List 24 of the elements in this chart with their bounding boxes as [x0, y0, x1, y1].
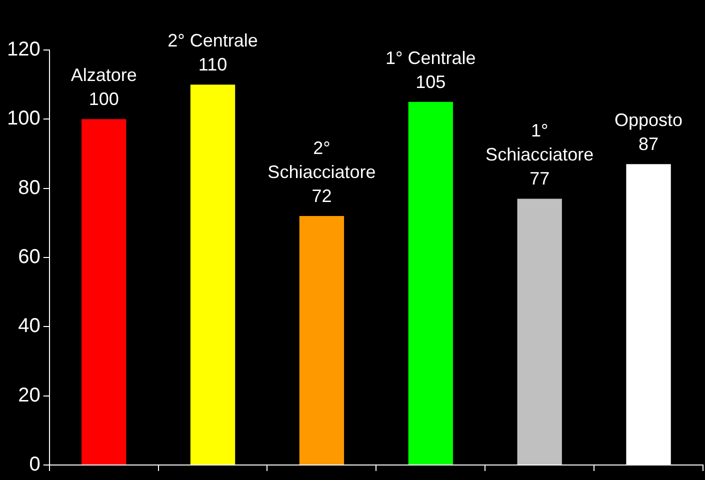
y-tick-label: 40 — [18, 315, 40, 338]
bar — [190, 84, 236, 464]
y-tick-label: 100 — [6, 108, 40, 130]
data-label: 100 — [88, 89, 119, 110]
x-tick-label: Alzatore — [70, 65, 137, 86]
x-tick-label: Opposto — [614, 110, 683, 130]
y-tick-label: 20 — [18, 384, 40, 406]
bar — [517, 198, 562, 464]
bar — [299, 216, 344, 464]
bar — [408, 102, 453, 464]
y-tick-label: 60 — [18, 246, 40, 268]
y-tick-label: 120 — [6, 38, 40, 61]
y-tick-label: 80 — [18, 176, 40, 199]
y-tick-label: 0 — [29, 454, 40, 476]
data-label: 110 — [198, 54, 228, 75]
bar — [82, 119, 126, 464]
data-label: 87 — [638, 134, 659, 154]
data-label: 72 — [312, 186, 332, 206]
x-tick-label: 1° Schiacciatore — [486, 120, 594, 165]
data-label: 77 — [530, 168, 550, 189]
x-tick-label: 2° Schiacciatore — [268, 138, 376, 182]
x-tick-label: 1° Centrale — [386, 48, 476, 68]
x-tick-label: 2° Centrale — [168, 30, 258, 51]
data-label: 105 — [416, 72, 446, 92]
